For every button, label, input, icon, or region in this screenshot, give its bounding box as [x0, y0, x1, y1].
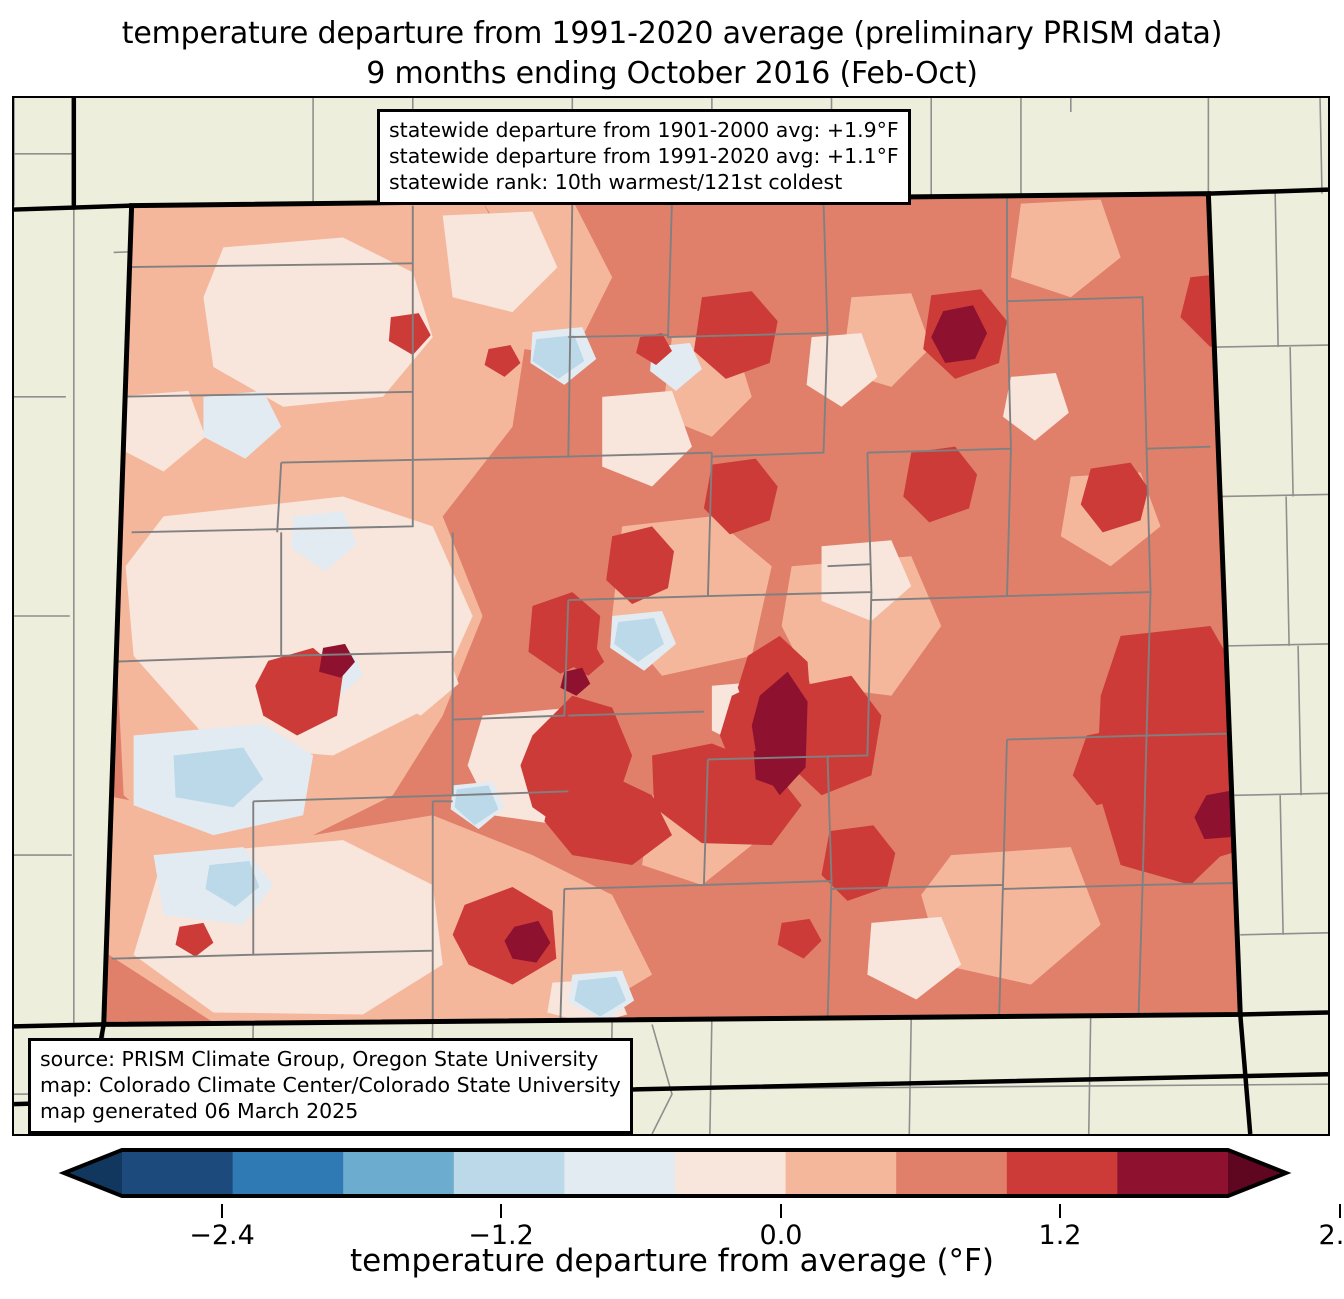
colorbar-tick-label-2: 0.0 — [759, 1220, 803, 1251]
colorbar-tick-label-3: 1.2 — [1038, 1220, 1082, 1251]
stats-line-2: statewide departure from 1991-2020 avg: … — [389, 144, 899, 168]
colorbar-band-8 — [1006, 1150, 1118, 1196]
source-line-3: map generated 06 March 2025 — [40, 1099, 359, 1123]
colorbar-tick-axis: −2.4 −1.2 0.0 1.2 2.4 — [0, 1204, 1344, 1251]
colorbar-band-4 — [564, 1150, 676, 1196]
colorbar-band-6 — [785, 1150, 897, 1196]
colorbar-under-cap — [64, 1150, 122, 1196]
source-line-2: map: Colorado Climate Center/Colorado St… — [40, 1073, 621, 1097]
colorbar-tick-mark-4 — [1339, 1204, 1341, 1218]
temperature-contour-fills — [103, 193, 1241, 1025]
source-line-1: source: PRISM Climate Group, Oregon Stat… — [40, 1047, 599, 1071]
colorbar-tick-label-4: 2.4 — [1318, 1220, 1344, 1251]
colorbar-tick-mark-1 — [500, 1204, 502, 1218]
colorbar-band-7 — [896, 1150, 1008, 1196]
colorbar-band-5 — [675, 1150, 787, 1196]
colorbar-band-0 — [122, 1150, 234, 1196]
colorbar-title: temperature departure from average (°F) — [350, 1243, 994, 1279]
colorbar: −2.4 −1.2 0.0 1.2 2.4 — [0, 1146, 1344, 1299]
map-frame — [12, 96, 1330, 1136]
stats-line-3: statewide rank: 10th warmest/121st colde… — [389, 170, 843, 194]
page-title: temperature departure from 1991-2020 ave… — [0, 14, 1344, 94]
colorbar-band-1 — [232, 1150, 344, 1196]
colorbar-band-3 — [453, 1150, 565, 1196]
colorado-county-lines — [108, 197, 1239, 1023]
colorbar-tick-mark-2 — [780, 1204, 782, 1218]
colorbar-tick-mark-3 — [1059, 1204, 1061, 1218]
title-line-2: 9 months ending October 2016 (Feb-Oct) — [366, 56, 978, 91]
stats-line-1: statewide departure from 1901-2000 avg: … — [389, 118, 899, 142]
colorbar-tick-mark-0 — [221, 1204, 223, 1218]
colorbar-band-2 — [343, 1150, 455, 1196]
colorbar-band-9 — [1117, 1150, 1229, 1196]
source-attribution-box: source: PRISM Climate Group, Oregon Stat… — [28, 1038, 633, 1134]
statewide-statistics-box: statewide departure from 1901-2000 avg: … — [377, 109, 911, 205]
colorbar-swatches — [58, 1148, 1292, 1198]
title-line-1: temperature departure from 1991-2020 ave… — [121, 16, 1223, 51]
colorbar-outline — [58, 1148, 1292, 1198]
colorbar-tick-label-0: −2.4 — [189, 1220, 255, 1251]
colorbar-over-cap — [1228, 1150, 1286, 1196]
colorbar-tick-label-1: −1.2 — [468, 1220, 534, 1251]
colorado-temperature-departure-map — [14, 98, 1328, 1134]
